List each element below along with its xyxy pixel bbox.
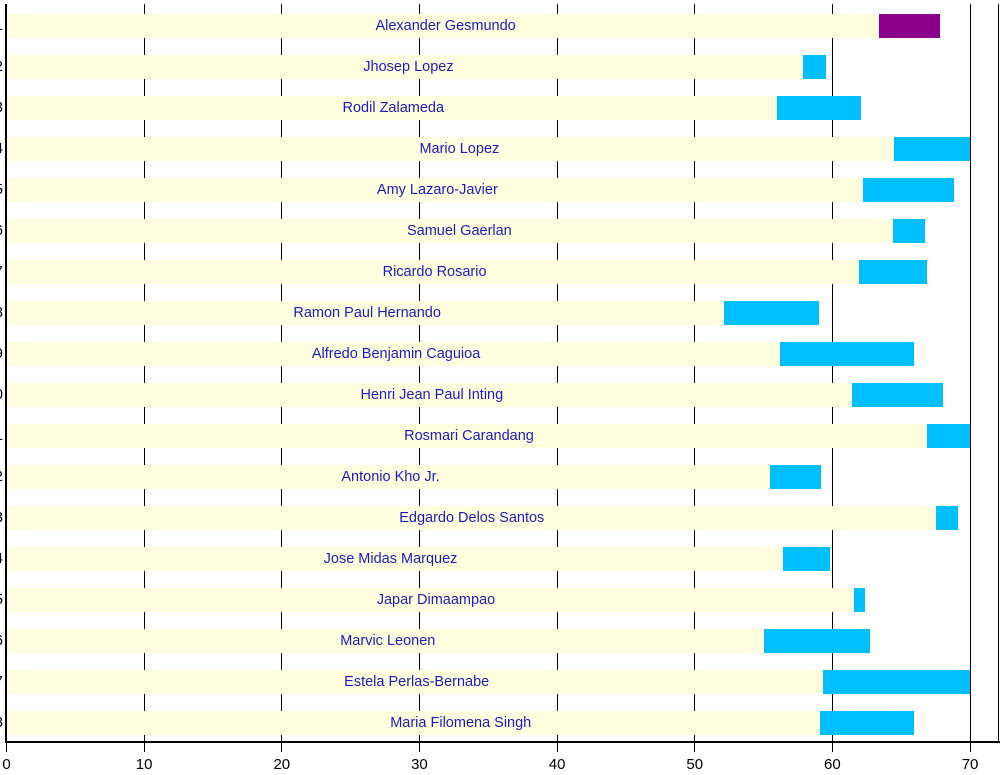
offset-band bbox=[6, 177, 863, 202]
offset-band bbox=[6, 382, 852, 407]
offset-band bbox=[6, 464, 771, 489]
x-tick-label: 10 bbox=[135, 756, 153, 773]
axis-tick bbox=[969, 742, 971, 752]
row-name-label: Marvic Leonen bbox=[340, 632, 436, 649]
axis-tick bbox=[6, 742, 7, 752]
y-tick-label: 5 bbox=[0, 181, 3, 198]
value-bar bbox=[777, 95, 862, 120]
gridline bbox=[969, 4, 971, 742]
offset-band bbox=[6, 95, 778, 120]
value-bar bbox=[822, 669, 971, 694]
y-tick-label: 18 bbox=[0, 714, 3, 731]
offset-band bbox=[6, 300, 724, 325]
x-tick-label: 20 bbox=[273, 756, 291, 773]
value-bar bbox=[803, 54, 826, 79]
row-name-label: Alfredo Benjamin Caguioa bbox=[311, 345, 481, 362]
row-name-label: Amy Lazaro-Javier bbox=[376, 181, 498, 198]
gridline bbox=[281, 4, 283, 742]
row-name-label: Henri Jean Paul Inting bbox=[360, 386, 504, 403]
y-tick-label: 9 bbox=[0, 345, 3, 362]
value-bar bbox=[862, 177, 954, 202]
row-name-label: Samuel Gaerlan bbox=[406, 222, 512, 239]
offset-band bbox=[6, 423, 928, 448]
value-bar bbox=[858, 259, 928, 284]
offset-band bbox=[6, 259, 859, 284]
offset-band bbox=[6, 710, 820, 735]
axis-tick bbox=[694, 742, 696, 752]
gridline bbox=[143, 4, 145, 742]
y-tick-label: 11 bbox=[0, 427, 3, 444]
row-name-label: Rosmari Carandang bbox=[404, 427, 534, 444]
x-tick-label: 40 bbox=[548, 756, 566, 773]
value-bar bbox=[723, 300, 819, 325]
offset-band bbox=[6, 54, 804, 79]
row-name-label: Ramon Paul Hernando bbox=[293, 304, 441, 321]
offset-band bbox=[6, 628, 764, 653]
y-tick-label: 3 bbox=[0, 99, 3, 116]
row-name-label: Mario Lopez bbox=[419, 140, 500, 157]
y-tick-label: 1 bbox=[0, 17, 3, 34]
axis-tick bbox=[418, 742, 420, 752]
axis-tick bbox=[143, 742, 145, 752]
x-tick-label: 50 bbox=[686, 756, 704, 773]
y-tick-label: 17 bbox=[0, 673, 3, 690]
offset-band bbox=[6, 669, 823, 694]
gridline bbox=[556, 4, 558, 742]
value-bar bbox=[892, 218, 925, 243]
offset-band bbox=[6, 13, 880, 38]
offset-band bbox=[6, 587, 855, 612]
value-bar bbox=[780, 341, 914, 366]
value-bar bbox=[935, 505, 958, 530]
value-bar bbox=[782, 546, 830, 571]
offset-band bbox=[6, 505, 936, 530]
row-name-label: Jhosep Lopez bbox=[363, 58, 454, 75]
row-name-label: Alexander Gesmundo bbox=[375, 17, 516, 34]
y-tick-label: 7 bbox=[0, 263, 3, 280]
row-name-label: Jose Midas Marquez bbox=[323, 550, 458, 567]
axis-tick bbox=[831, 742, 833, 752]
offset-band bbox=[6, 546, 783, 571]
value-bar bbox=[851, 382, 943, 407]
row-name-label: Maria Filomena Singh bbox=[390, 714, 532, 731]
y-tick-label: 16 bbox=[0, 632, 3, 649]
row-name-label: Edgardo Delos Santos bbox=[399, 509, 545, 526]
y-tick-label: 10 bbox=[0, 386, 3, 403]
value-bar bbox=[894, 136, 971, 161]
y-tick-label: 14 bbox=[0, 550, 3, 567]
row-name-label: Estela Perlas-Bernabe bbox=[344, 673, 490, 690]
offset-band bbox=[6, 218, 893, 243]
axis-tick bbox=[281, 742, 283, 752]
value-bar bbox=[854, 587, 866, 612]
axis-tick bbox=[556, 742, 558, 752]
y-tick-label: 8 bbox=[0, 304, 3, 321]
y-axis-line bbox=[5, 4, 7, 742]
gridline bbox=[831, 4, 833, 742]
y-tick-label: 4 bbox=[0, 140, 3, 157]
offset-band bbox=[6, 136, 895, 161]
x-tick-label: 60 bbox=[824, 756, 841, 773]
x-tick-label: 70 bbox=[961, 756, 979, 773]
value-bar bbox=[770, 464, 822, 489]
gridline bbox=[694, 4, 696, 742]
y-tick-label: 6 bbox=[0, 222, 3, 239]
value-bar bbox=[927, 423, 971, 448]
x-axis-line bbox=[5, 741, 1000, 743]
offset-band bbox=[6, 341, 781, 366]
value-bar bbox=[820, 710, 914, 735]
x-tick-label: 30 bbox=[411, 756, 428, 773]
y-tick-label: 2 bbox=[0, 58, 3, 75]
y-tick-label: 13 bbox=[0, 509, 3, 526]
row-name-label: Ricardo Rosario bbox=[382, 263, 487, 280]
x-tick-label: 0 bbox=[2, 756, 11, 773]
value-bar bbox=[763, 628, 870, 653]
y-tick-label: 15 bbox=[0, 591, 3, 608]
y-tick-label: 12 bbox=[0, 468, 3, 485]
row-name-label: Japar Dimaampao bbox=[376, 591, 496, 608]
gridline bbox=[418, 4, 420, 742]
row-name-label: Rodil Zalameda bbox=[342, 99, 445, 116]
plot-right-border bbox=[998, 4, 999, 742]
value-bar bbox=[879, 13, 940, 38]
row-name-label: Antonio Kho Jr. bbox=[341, 468, 440, 485]
